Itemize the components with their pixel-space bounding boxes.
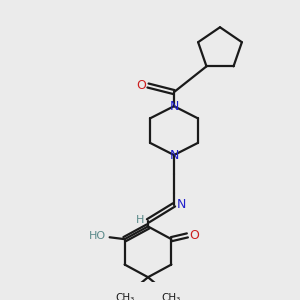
Text: O: O (189, 229, 199, 242)
Text: N: N (169, 100, 179, 113)
Text: N: N (177, 198, 186, 212)
Text: O: O (136, 79, 146, 92)
Text: HO: HO (88, 231, 106, 241)
Text: H: H (136, 215, 144, 225)
Text: N: N (169, 148, 179, 162)
Text: CH₃: CH₃ (161, 293, 181, 300)
Text: CH₃: CH₃ (116, 293, 135, 300)
